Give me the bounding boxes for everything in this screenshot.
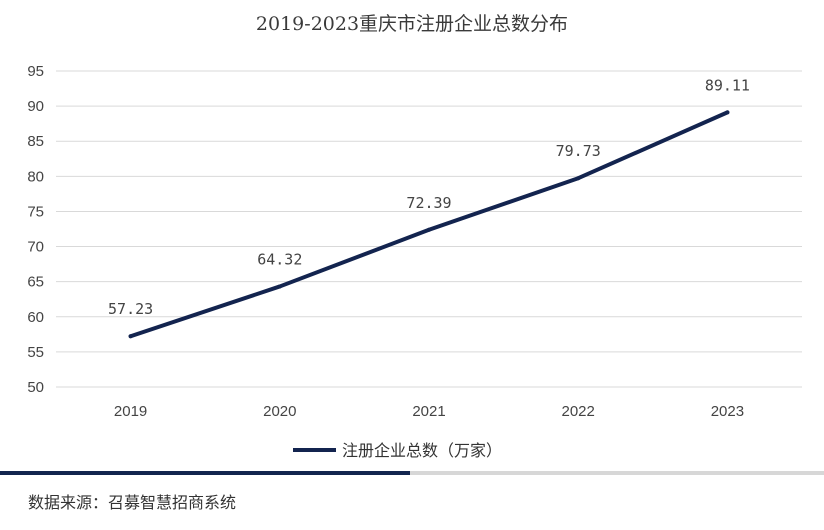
y-tick-label: 50: [27, 379, 44, 396]
legend: 注册企业总数（万家）: [293, 441, 502, 460]
y-tick-label: 95: [27, 63, 44, 80]
y-axis-ticks: 50 55 60 65 70 75 80 85 90 95: [27, 63, 44, 396]
y-tick-label: 70: [27, 239, 44, 256]
y-tick-label: 90: [27, 98, 44, 115]
x-tick-label: 2021: [412, 403, 445, 420]
y-tick-label: 85: [27, 133, 44, 150]
line-chart: 2019-2023重庆市注册企业总数分布 50 55 60 65 70 75 80 85 90 9…: [27, 13, 802, 460]
y-tick-label: 80: [27, 168, 44, 185]
series-line-group: [128, 110, 730, 339]
chart-title: 2019-2023重庆市注册企业总数分布: [256, 13, 568, 35]
legend-label: 注册企业总数（万家）: [342, 441, 502, 460]
footer-divider: [410, 471, 824, 475]
y-tick-label: 60: [27, 309, 44, 326]
y-tick-label: 55: [27, 344, 44, 361]
data-point: [725, 110, 730, 115]
data-labels: 57.23 64.32 72.39 79.73 89.11: [108, 76, 750, 318]
x-tick-label: 2022: [562, 403, 595, 420]
y-tick-label: 65: [27, 274, 44, 291]
data-label: 64.32: [257, 250, 302, 268]
series-line-0: [128, 110, 730, 339]
x-tick-label: 2019: [114, 403, 147, 420]
data-label: 79.73: [556, 142, 601, 160]
data-label: 57.23: [108, 300, 153, 318]
y-tick-label: 75: [27, 203, 44, 220]
data-point: [427, 227, 431, 232]
source-note: 数据来源：召募智慧招商系统: [28, 493, 237, 512]
data-point: [128, 334, 133, 339]
x-tick-label: 2020: [263, 403, 296, 420]
data-point: [277, 284, 282, 289]
grid-lines: [56, 70, 802, 388]
data-point: [576, 176, 581, 181]
data-label: 89.11: [705, 76, 750, 94]
data-label: 72.39: [406, 194, 451, 212]
footer-accent-bar: [0, 471, 410, 475]
x-tick-label: 2023: [711, 403, 744, 420]
x-axis-ticks: 2019 2020 2021 2022 2023: [114, 403, 744, 420]
